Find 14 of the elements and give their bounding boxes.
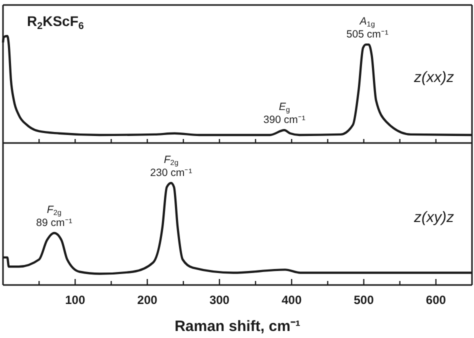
x-tick-label: 200 [137, 293, 158, 307]
text: z(xy)z [413, 209, 454, 226]
x-axis-title: Raman shift, cm⁻¹ [174, 318, 300, 335]
x-tick-label: 600 [426, 293, 446, 307]
x-tick-label: 100 [65, 293, 86, 307]
chart-title: R$_{2}$KScF$_{6}$ [27, 13, 84, 32]
x-tick-label: 500 [354, 293, 374, 307]
annotation: A$_{1g}$ 505 cm⁻¹ [346, 16, 389, 41]
annotation: E$_{g}$ 390 cm⁻¹ [263, 101, 306, 126]
x-tick-label: 400 [282, 293, 302, 307]
text: z(xx)z [413, 69, 454, 86]
annotation: F$_{2g}$ 230 cm⁻¹ [150, 154, 193, 179]
x-tick-label: 300 [209, 293, 230, 307]
annotation: F$_{2g}$ 89 cm⁻¹ [36, 204, 73, 229]
